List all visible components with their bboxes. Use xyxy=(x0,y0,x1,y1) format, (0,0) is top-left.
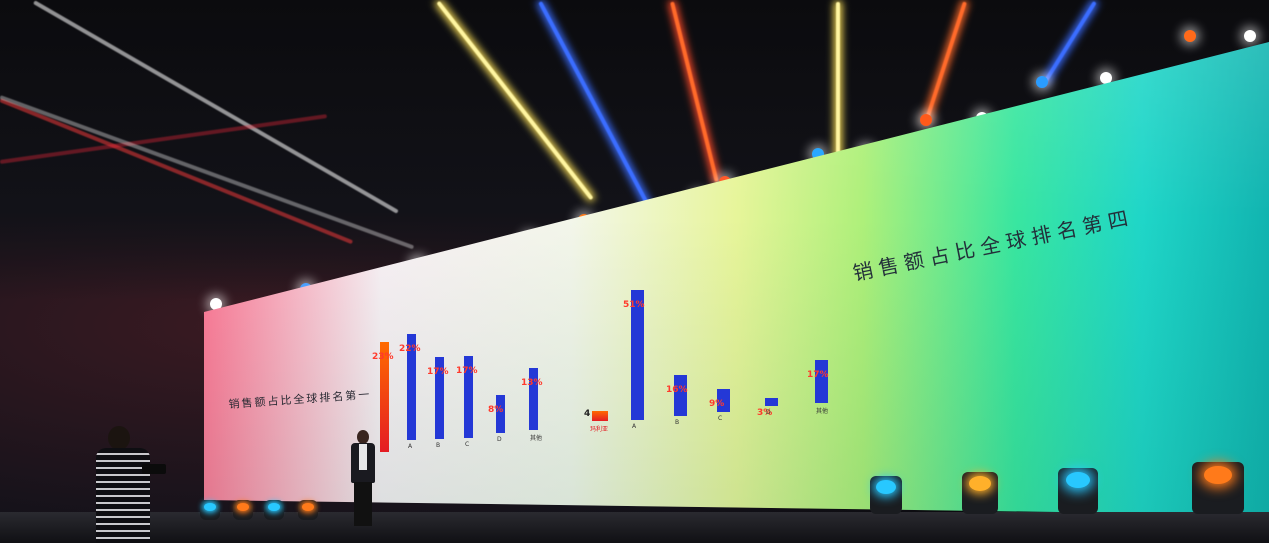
bar-category-label: B xyxy=(436,442,441,449)
spotlight-icon xyxy=(1244,30,1256,42)
bar-value-label: 4 xyxy=(584,409,591,419)
presenter-legs xyxy=(354,482,372,526)
chart-bar xyxy=(464,356,473,438)
chart-bar xyxy=(529,367,538,430)
bar-value-label: 9% xyxy=(709,399,725,410)
orange-moving-head-light-icon xyxy=(1192,462,1244,514)
cyan-moving-head-light-icon xyxy=(264,500,284,520)
chart-bar xyxy=(765,398,778,406)
bar-category-label: B xyxy=(675,419,680,426)
chart-bar xyxy=(674,375,687,416)
bar-value-label: 3% xyxy=(757,408,773,419)
presenter xyxy=(349,430,377,528)
orange-moving-head-light-icon xyxy=(962,472,998,514)
cyan-moving-head-light-icon xyxy=(1058,468,1098,514)
bar-category-label: D xyxy=(497,436,502,443)
spotlight-icon xyxy=(1184,30,1196,42)
bar-value-label: 17% xyxy=(807,369,829,380)
cyan-moving-head-light-icon xyxy=(200,500,220,520)
chart-bar xyxy=(717,389,730,412)
bar-category-label: 其他 xyxy=(816,408,829,415)
bar-value-label: 8% xyxy=(488,404,504,415)
orange-moving-head-light-icon xyxy=(298,500,318,520)
bar-value-label: 16% xyxy=(666,385,688,396)
stage-floor xyxy=(0,512,1269,543)
chart-bar xyxy=(631,289,644,420)
camera-operator-head xyxy=(108,426,130,450)
yellow-light-beam xyxy=(836,2,840,162)
bar-value-label: 22% xyxy=(399,344,421,355)
bar-value-label: 17% xyxy=(456,366,478,377)
bar-category-label: 其他 xyxy=(530,435,543,442)
bar-value-label: 17% xyxy=(427,367,449,378)
presenter-head xyxy=(357,430,369,444)
bar-category-label: 玛利亚 xyxy=(590,426,609,433)
video-camera-icon xyxy=(142,464,166,474)
bar-category-label: A xyxy=(408,443,413,450)
spotlight-icon xyxy=(1100,72,1112,84)
chart-bar xyxy=(407,334,416,440)
bar-category-label: A xyxy=(632,423,637,430)
spotlight-icon xyxy=(1036,76,1048,88)
bar-category-label: C xyxy=(718,415,723,422)
spotlight-icon xyxy=(920,114,932,126)
chart-bar xyxy=(592,410,608,421)
bar-value-label: 13% xyxy=(521,377,543,388)
chart-bar xyxy=(380,341,389,452)
presenter-shirt xyxy=(359,444,367,470)
camera-operator xyxy=(92,424,166,543)
bar-category-label: C xyxy=(465,441,470,448)
camera-operator-striped-jacket xyxy=(96,448,150,543)
bar-category-label: D xyxy=(766,409,771,416)
bar-value-label: 51% xyxy=(623,299,645,310)
chart-bar xyxy=(815,359,828,403)
chart-bar xyxy=(435,357,444,439)
spotlight-icon xyxy=(210,298,222,310)
cyan-moving-head-light-icon xyxy=(870,476,902,514)
orange-moving-head-light-icon xyxy=(233,500,253,520)
chart-bar xyxy=(496,394,505,433)
bar-value-label: 23% xyxy=(372,351,394,362)
